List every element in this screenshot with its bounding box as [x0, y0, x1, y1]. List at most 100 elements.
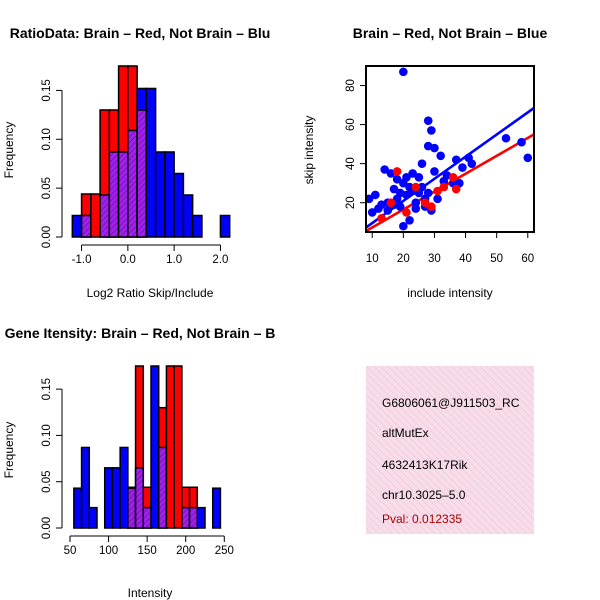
- not-brain-point: [417, 182, 427, 192]
- ratio-bar-not-brain: [182, 194, 194, 238]
- not-brain-point: [423, 116, 433, 125]
- intensity-bar-overlap: [142, 506, 152, 529]
- intensity-bar-not-brain: [111, 467, 121, 529]
- not-brain-point: [458, 163, 467, 172]
- ratio-histogram-ylabel: Frequency: [2, 122, 16, 179]
- not-brain-point: [414, 173, 424, 182]
- intensity-bar-not-brain: [73, 487, 83, 529]
- intensity-bar-brain: [165, 365, 175, 529]
- brain-point: [427, 202, 436, 211]
- ratio-x-tick-label: 1.0: [166, 254, 182, 266]
- intensity-bar-not-brain: [211, 487, 222, 529]
- ratio-x-tick-label: -1.0: [72, 254, 92, 266]
- pval-text: Pval: 0.012335: [382, 512, 462, 526]
- intensity-histogram-axes: 50 100 150 200 250 0.00 0.05 0.10 0.15: [41, 378, 234, 557]
- not-brain-point: [395, 202, 405, 211]
- ratio-bar-not-brain: [191, 214, 203, 238]
- brain-point: [377, 214, 386, 223]
- not-brain-point: [402, 190, 411, 200]
- scatter-ylabel: skip intensity: [302, 116, 316, 185]
- intensity-bar-not-brain: [196, 506, 206, 529]
- brain-point: [386, 198, 396, 208]
- scatter-title: Brain – Red, Not Brain – Blue: [353, 25, 548, 41]
- intensity-bar-overlap: [157, 446, 168, 529]
- ratio-y-tick-label: 0.10: [41, 128, 53, 150]
- locus-text: chr10.3025–5.0: [382, 488, 466, 502]
- ratio-bar-overlap: [127, 129, 138, 238]
- ratio-histogram-panel: RatioData: Brain – Red, Not Brain – Blu …: [2, 25, 270, 300]
- ratio-bar-overlap: [136, 109, 148, 238]
- brain-point: [451, 184, 461, 194]
- ratio-x-tick-label: 0.0: [120, 254, 136, 266]
- brain-point: [392, 167, 402, 176]
- ratio-histogram-title: RatioData: Brain – Red, Not Brain – Blu: [10, 25, 271, 41]
- not-brain-point: [389, 184, 399, 194]
- ratio-bar-not-brain: [219, 214, 231, 238]
- not-brain-point: [523, 153, 533, 163]
- intensity-bar-not-brain: [80, 446, 91, 529]
- intensity-y-tick-label: 0.05: [41, 471, 53, 493]
- intensity-histogram-xlabel: Intensity: [128, 586, 173, 600]
- ratio-bar-overlap: [117, 151, 129, 238]
- ratio-histogram-bars: [71, 65, 231, 238]
- scatter-marks: [366, 67, 534, 232]
- ratio-bar-not-brain: [154, 151, 166, 238]
- scatter-x-tick-label: 10: [366, 253, 379, 265]
- not-brain-point: [517, 137, 526, 147]
- intensity-histogram-ylabel: Frequency: [2, 422, 16, 479]
- intensity-x-tick-label: 250: [215, 545, 234, 557]
- intensity-bar-overlap: [134, 467, 145, 529]
- ratio-bar-not-brain: [164, 151, 175, 238]
- scatter-x-tick-label: 30: [428, 253, 441, 265]
- intensity-bar-not-brain: [150, 365, 160, 529]
- ratio-bar-overlap: [108, 151, 120, 238]
- intensity-histogram-panel: Gene Itensity: Brain – Red, Not Brain – …: [2, 325, 275, 600]
- not-brain-point: [399, 67, 408, 77]
- ratio-bar-not-brain: [173, 172, 185, 238]
- not-brain-point: [402, 173, 411, 182]
- not-brain-point: [371, 190, 380, 200]
- ratio-y-tick-label: 0.00: [41, 226, 53, 248]
- intensity-histogram-title: Gene Itensity: Brain – Red, Not Brain – …: [5, 325, 276, 341]
- ratio-y-tick-label: 0.05: [41, 177, 53, 199]
- scatter-xlabel: include intensity: [407, 286, 492, 300]
- intensity-x-tick-label: 50: [64, 545, 77, 557]
- scatter-x-tick-label: 50: [490, 253, 503, 265]
- intensity-bar-brain: [173, 365, 183, 529]
- not-brain-point: [436, 151, 445, 161]
- intensity-y-tick-label: 0.00: [41, 517, 53, 539]
- ratio-bar-not-brain: [145, 87, 157, 238]
- intensity-bar-overlap: [181, 506, 191, 529]
- event-type-text: altMutEx: [382, 426, 429, 440]
- brain-point: [439, 182, 449, 192]
- scatter-y-tick-label: 20: [345, 196, 357, 209]
- scatter-x-tick-label: 60: [521, 253, 534, 265]
- not-brain-point: [451, 155, 461, 165]
- intensity-y-tick-label: 0.10: [41, 424, 53, 446]
- intensity-x-tick-label: 100: [99, 545, 118, 557]
- scatter-y-tick-label: 40: [345, 157, 357, 170]
- intensity-bar-not-brain: [88, 506, 98, 529]
- not-brain-point: [427, 126, 436, 135]
- scatter-x-tick-label: 20: [397, 253, 410, 265]
- ratio-y-tick-label: 0.15: [41, 79, 53, 101]
- intensity-bar-not-brain: [119, 446, 129, 529]
- not-brain-point: [430, 143, 439, 153]
- not-brain-point: [423, 188, 433, 198]
- brain-point: [411, 182, 421, 192]
- brain-point: [433, 186, 442, 196]
- not-brain-point: [411, 204, 421, 213]
- ratio-bar-overlap: [99, 194, 111, 238]
- scatter-plot-area: [366, 67, 534, 232]
- not-brain-point: [501, 133, 511, 143]
- ratio-histogram-axes: -1.0 0.0 1.0 2.0 0.00 0.05 0.10 0.15: [41, 79, 228, 266]
- intensity-y-tick-label: 0.15: [41, 378, 53, 400]
- not-brain-point: [380, 165, 389, 174]
- not-brain-point: [433, 194, 442, 204]
- intensity-bar-not-brain: [103, 467, 114, 529]
- probe-id-text: G6806061@J911503_RC: [382, 396, 520, 410]
- ratio-histogram-xlabel: Log2 Ratio Skip/Include: [87, 286, 214, 300]
- scatter-y-tick-label: 60: [345, 118, 357, 131]
- not-brain-point: [417, 159, 427, 168]
